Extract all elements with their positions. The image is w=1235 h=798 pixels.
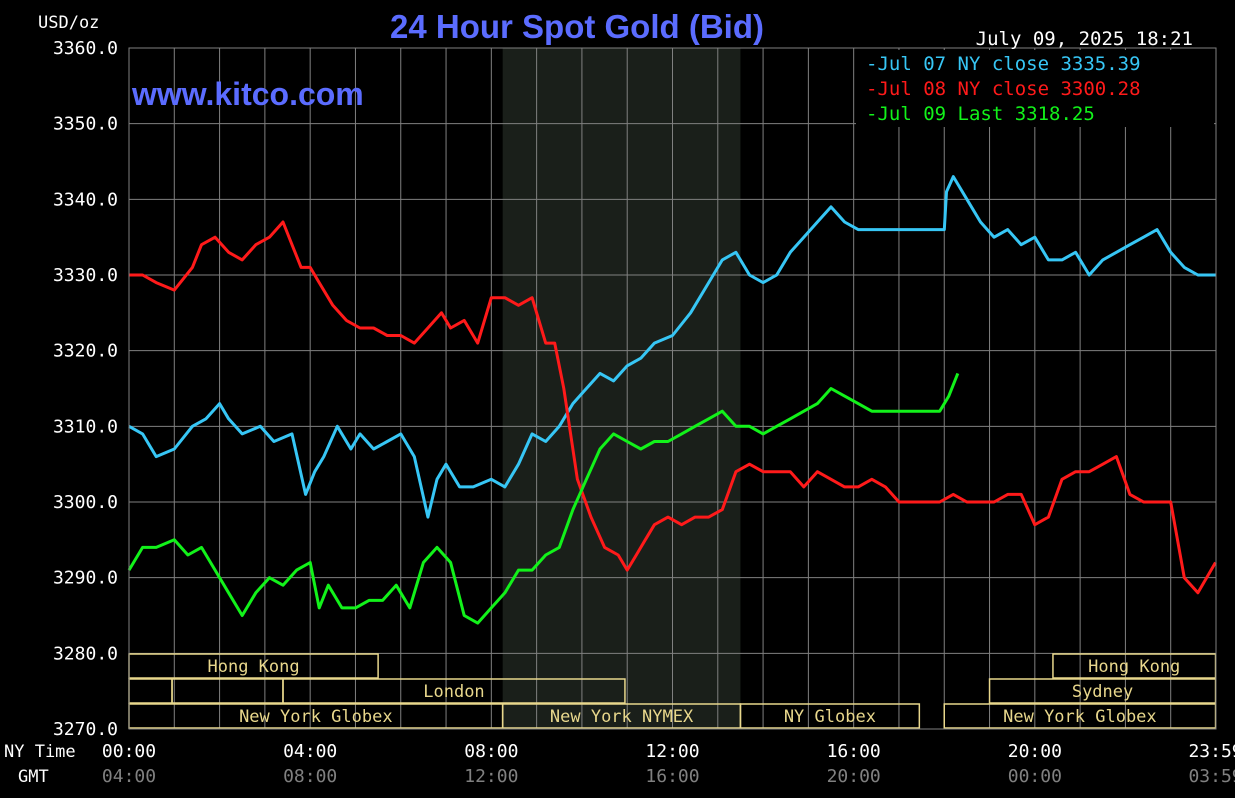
price-series: [127, 175, 1217, 625]
y-tick-label: 3280.0: [53, 643, 118, 664]
y-axis-ticks: 3360.0 3350.0 3340.0 3330.0 3320.0 3310.0 3300…: [53, 38, 118, 740]
ny-time-tick-label: 12:00: [645, 741, 699, 762]
gmt-tick-label: 16:00: [645, 766, 699, 787]
series-line: [129, 220, 1217, 595]
gmt-tick-label: 08:00: [283, 766, 337, 787]
market-session-bar: [282, 678, 626, 704]
series-line: [127, 372, 960, 625]
gmt-tick-label: 04:00: [102, 766, 156, 787]
y-tick-label: 3330.0: [53, 265, 118, 286]
gmt-tick-label: 20:00: [827, 766, 881, 787]
units-label: USD/oz: [38, 13, 99, 33]
y-tick-label: 3310.0: [53, 416, 118, 437]
market-session-label: New York Globex: [1003, 707, 1157, 727]
legend-entry: -Jul 08 NY close 3300.28: [866, 78, 1141, 100]
legend-background: [856, 50, 1214, 127]
market-session-label: Sydney: [1072, 682, 1133, 702]
chart-grid: [129, 48, 1216, 729]
watermark: www.kitco.com: [131, 76, 364, 112]
legend-entry: -Jul 09 Last 3318.25: [866, 103, 1095, 125]
ny-time-tick-label: 08:00: [464, 741, 518, 762]
market-sessions: Hong Kong Hong Kong London Sydney New York G…: [128, 653, 1217, 729]
ny-time-tick-label: 20:00: [1008, 741, 1062, 762]
gmt-tick-label: 00:00: [1008, 766, 1062, 787]
series-line: [128, 175, 1216, 519]
market-session-label: NY Globex: [784, 707, 876, 727]
market-session-bar: [171, 678, 284, 704]
market-session-label: New York NYMEX: [550, 707, 694, 727]
y-tick-label: 3290.0: [53, 568, 118, 589]
market-session-label: London: [423, 682, 484, 702]
y-tick-label: 3340.0: [53, 189, 118, 210]
plot-frame: [128, 47, 1217, 730]
gmt-tick-label: 12:00: [464, 766, 518, 787]
legend-entry: -Jul 07 NY close 3335.39: [866, 53, 1141, 75]
timestamp: July 09, 2025 18:21: [976, 28, 1193, 50]
y-tick-label: 3320.0: [53, 341, 118, 362]
y-tick-label: 3360.0: [53, 38, 118, 59]
x-axis-ticks: 00:00 04:00 04:00 08:00 08:00 12:00 12:00 16:00…: [102, 741, 1235, 787]
market-session-label: New York Globex: [239, 707, 393, 727]
ny-time-tick-label: 23:59: [1188, 741, 1235, 762]
gmt-row-label: GMT: [18, 767, 49, 787]
market-session-bar: [128, 678, 173, 704]
gmt-tick-label: 03:59: [1188, 766, 1235, 787]
market-session-label: Hong Kong: [1088, 657, 1180, 677]
market-session-bar: [739, 703, 921, 729]
session-shade-rect: [502, 48, 741, 729]
market-session-label: Hong Kong: [207, 657, 299, 677]
y-tick-label: 3350.0: [53, 114, 118, 135]
chart-title: 24 Hour Spot Gold (Bid): [390, 8, 764, 45]
ny-time-row-label: NY Time: [4, 742, 76, 762]
nymex-session-shade: [502, 48, 741, 729]
ny-time-tick-label: 04:00: [283, 741, 337, 762]
y-tick-label: 3270.0: [53, 719, 118, 740]
ny-time-tick-label: 16:00: [827, 741, 881, 762]
legend: -Jul 07 NY close 3335.39 -Jul 08 NY close…: [856, 50, 1214, 127]
ny-time-tick-label: 00:00: [102, 741, 156, 762]
y-tick-label: 3300.0: [53, 492, 118, 513]
